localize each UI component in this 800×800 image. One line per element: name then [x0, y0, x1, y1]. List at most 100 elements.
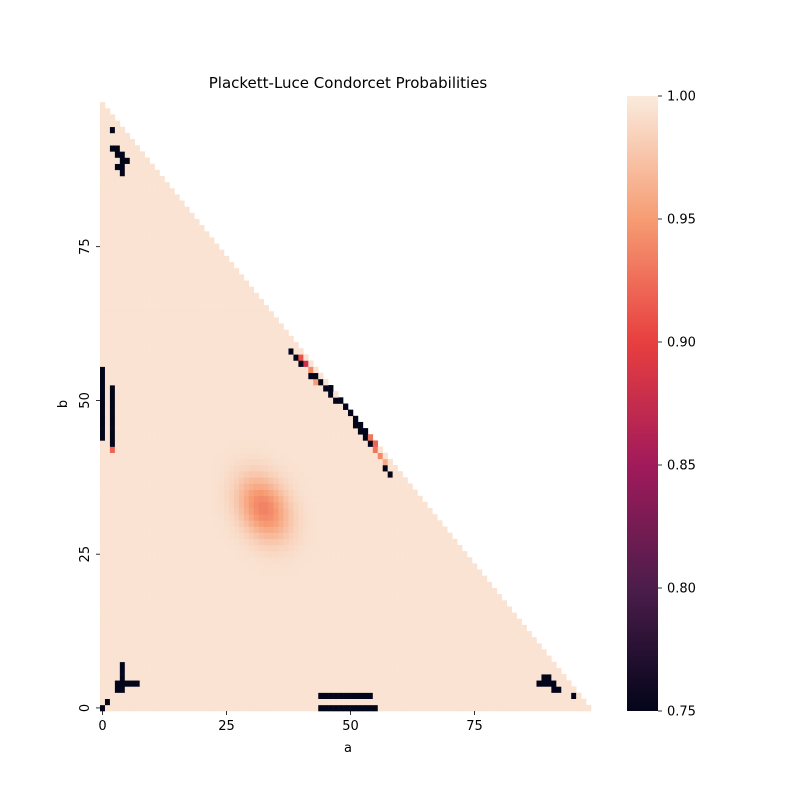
- heatmap-cell: [338, 544, 344, 552]
- heatmap-cell: [119, 243, 126, 251]
- heatmap-cell: [233, 618, 240, 626]
- heatmap-cell: [219, 551, 225, 558]
- heatmap-cell: [164, 489, 170, 497]
- heatmap-cell: [219, 698, 225, 706]
- heatmap-cell: [357, 520, 364, 527]
- heatmap-cell: [308, 477, 314, 484]
- heatmap-cell: [288, 661, 294, 669]
- heatmap-cell: [308, 544, 314, 552]
- heatmap-cell: [278, 415, 284, 423]
- heatmap-cell: [328, 532, 334, 540]
- heatmap-cell: [323, 483, 329, 490]
- heatmap-cell: [119, 169, 126, 177]
- heatmap-cell: [159, 249, 165, 257]
- heatmap-cell: [100, 120, 106, 128]
- heatmap-cell: [303, 674, 309, 681]
- heatmap-cell: [199, 495, 205, 503]
- heatmap-cell: [472, 581, 478, 589]
- heatmap-cell: [199, 489, 205, 497]
- heatmap-cell: [447, 551, 453, 558]
- heatmap-cell: [238, 471, 245, 478]
- heatmap-cell: [273, 421, 279, 429]
- heatmap-cell: [248, 508, 255, 515]
- heatmap-cell: [124, 544, 131, 552]
- heatmap-cell: [139, 434, 145, 441]
- heatmap-cell: [397, 508, 403, 515]
- heatmap-cell: [253, 465, 260, 472]
- heatmap-cell: [174, 434, 180, 441]
- heatmap-cell: [323, 698, 329, 706]
- heatmap-cell: [338, 704, 344, 712]
- heatmap-cell: [283, 698, 289, 706]
- heatmap-cell: [357, 483, 364, 490]
- heatmap-cell: [179, 262, 185, 269]
- heatmap-cell: [442, 661, 448, 669]
- heatmap-cell: [228, 403, 235, 410]
- heatmap-cell: [392, 704, 398, 712]
- heatmap-cell: [501, 637, 508, 644]
- heatmap-cell: [134, 526, 140, 533]
- heatmap-cell: [214, 704, 220, 712]
- heatmap-cell: [219, 434, 225, 441]
- heatmap-cell: [248, 532, 255, 540]
- heatmap-cell: [139, 612, 145, 620]
- heatmap-cell: [164, 212, 170, 220]
- heatmap-cell: [199, 520, 205, 527]
- heatmap-cell: [119, 372, 126, 380]
- heatmap-cell: [174, 280, 180, 287]
- heatmap-cell: [164, 698, 170, 706]
- heatmap-cell: [129, 311, 136, 318]
- heatmap-cell: [516, 618, 522, 626]
- heatmap-cell: [481, 612, 488, 620]
- heatmap-cell: [134, 631, 140, 638]
- heatmap-cell: [154, 631, 160, 638]
- heatmap-cell: [491, 631, 498, 638]
- heatmap-cell: [114, 508, 121, 515]
- heatmap-cell: [139, 200, 145, 207]
- heatmap-cell: [437, 588, 443, 595]
- heatmap-cell: [114, 403, 121, 410]
- heatmap-cell: [357, 544, 364, 552]
- heatmap-cell: [243, 600, 250, 607]
- heatmap-cell: [293, 588, 299, 595]
- heatmap-cell: [348, 680, 354, 687]
- heatmap-cell: [268, 311, 274, 318]
- heatmap-cell: [308, 483, 314, 490]
- heatmap-cell: [308, 409, 314, 417]
- heatmap-cell: [486, 637, 493, 644]
- heatmap-cell: [214, 477, 220, 484]
- heatmap-cell: [303, 415, 309, 423]
- heatmap-cell: [278, 686, 284, 693]
- heatmap-cell: [357, 643, 364, 650]
- heatmap-cell: [228, 631, 235, 638]
- heatmap-cell: [313, 452, 319, 460]
- heatmap-cell: [204, 354, 210, 361]
- heatmap-cell: [169, 698, 175, 706]
- heatmap-cell: [382, 594, 388, 601]
- heatmap-cell: [144, 698, 150, 706]
- heatmap-cell: [214, 366, 220, 374]
- heatmap-cell: [362, 686, 369, 693]
- heatmap-cell: [154, 409, 160, 417]
- heatmap-cell: [139, 674, 145, 681]
- heatmap-cell: [417, 532, 423, 540]
- heatmap-cell: [298, 594, 304, 601]
- heatmap-cell: [179, 249, 185, 257]
- heatmap-cell: [179, 305, 185, 312]
- heatmap-cell: [293, 575, 299, 583]
- heatmap-cell: [164, 538, 170, 546]
- heatmap-cell: [144, 231, 150, 238]
- heatmap-cell: [104, 581, 111, 589]
- heatmap-cell: [119, 145, 126, 152]
- heatmap-cell: [139, 489, 145, 497]
- heatmap-cell: [224, 409, 230, 417]
- heatmap-cell: [343, 692, 349, 699]
- heatmap-cell: [392, 698, 398, 706]
- heatmap-cell: [204, 440, 210, 447]
- heatmap-cell: [318, 680, 324, 687]
- heatmap-cell: [248, 520, 255, 527]
- heatmap-cell: [238, 704, 245, 712]
- heatmap-cell: [278, 618, 284, 626]
- heatmap-cell: [352, 667, 359, 675]
- heatmap-cell: [506, 637, 512, 644]
